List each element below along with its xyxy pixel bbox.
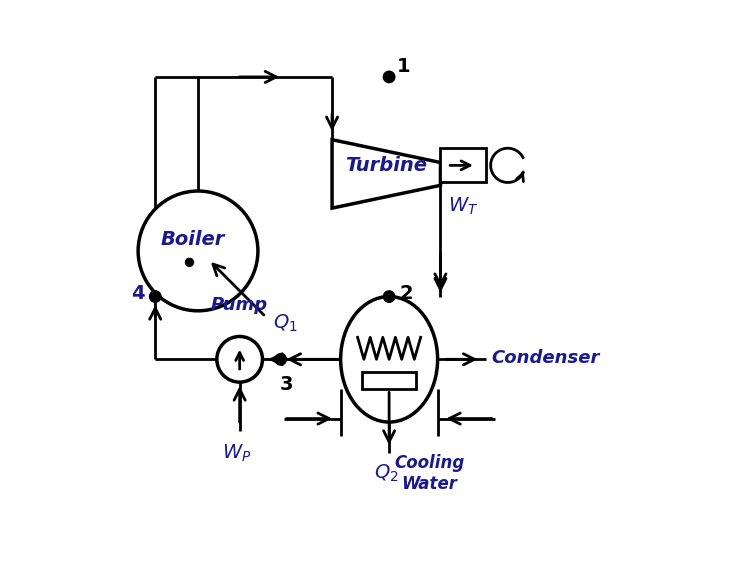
Circle shape <box>383 71 395 82</box>
Text: Cooling
Water: Cooling Water <box>394 454 464 493</box>
Circle shape <box>150 291 161 302</box>
Circle shape <box>217 336 263 382</box>
Text: $W_P$: $W_P$ <box>222 443 251 464</box>
Text: 1: 1 <box>397 57 410 76</box>
Circle shape <box>138 191 258 311</box>
Bar <box>440 148 486 183</box>
Text: 3: 3 <box>280 376 293 395</box>
Circle shape <box>383 291 395 302</box>
Bar <box>362 372 416 389</box>
Text: $Q_1$: $Q_1$ <box>274 313 298 335</box>
Text: 4: 4 <box>131 284 145 303</box>
Text: Pump: Pump <box>211 296 269 314</box>
Text: $W_T$: $W_T$ <box>448 196 478 217</box>
Text: Condenser: Condenser <box>492 349 600 367</box>
Text: Boiler: Boiler <box>160 230 225 249</box>
Ellipse shape <box>341 297 437 422</box>
Circle shape <box>185 259 193 266</box>
Polygon shape <box>332 140 440 208</box>
Text: 2: 2 <box>400 284 413 303</box>
Circle shape <box>275 354 286 365</box>
Text: Turbine: Turbine <box>345 156 427 175</box>
Text: $Q_2$: $Q_2$ <box>374 463 399 484</box>
